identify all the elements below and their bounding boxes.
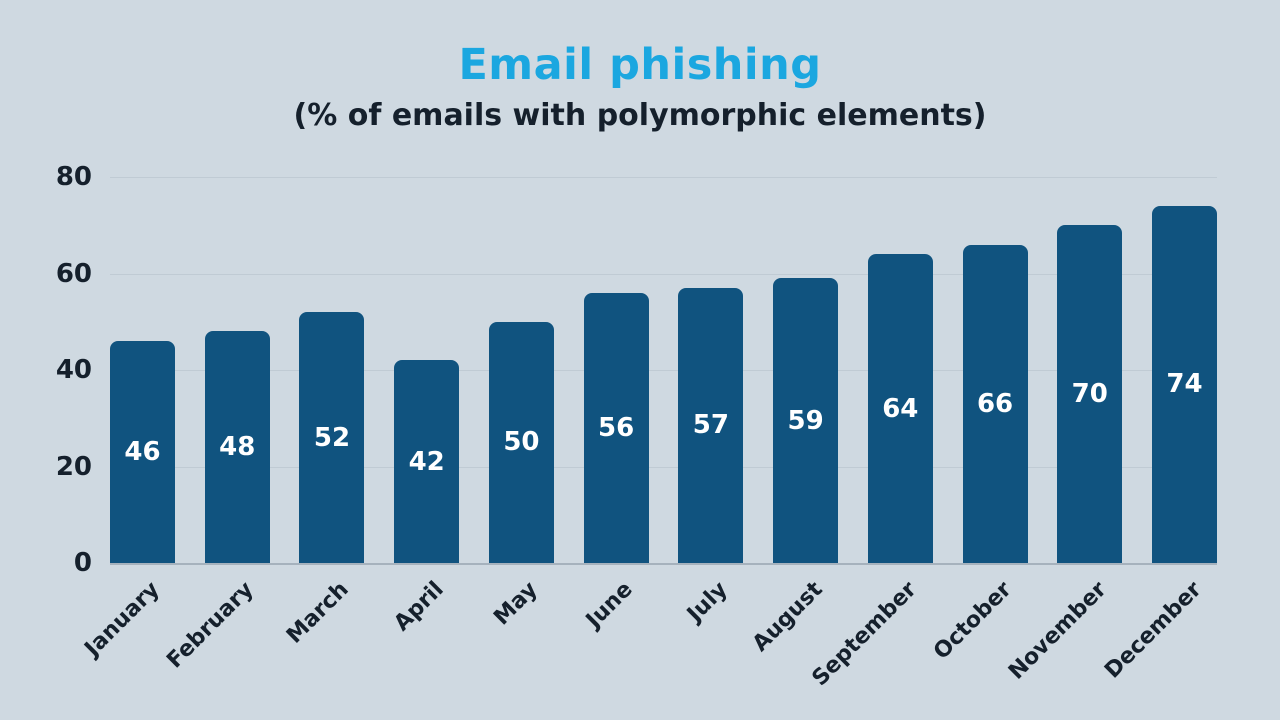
bar-august: 59 — [773, 278, 839, 563]
gridline — [110, 370, 1217, 371]
bar-april: 42 — [394, 360, 460, 563]
bar-value-label: 46 — [124, 437, 161, 468]
bar-september: 64 — [867, 254, 933, 563]
y-tick-label: 0 — [73, 548, 92, 578]
y-tick-label: 80 — [55, 162, 92, 192]
bar-december: 74 — [1152, 205, 1217, 563]
chart-title: Email phishing — [458, 40, 822, 90]
bar-november: 70 — [1057, 225, 1123, 563]
bar-value-label: 64 — [882, 393, 919, 424]
bar-value-label: 70 — [1071, 379, 1108, 410]
y-tick-label: 60 — [55, 258, 92, 289]
bar-value-label: 74 — [1166, 369, 1203, 400]
bar-february: 48 — [204, 331, 270, 563]
bar-value-label: 66 — [976, 388, 1014, 419]
y-tick-label: 20 — [55, 451, 92, 482]
bar-june: 56 — [583, 292, 649, 563]
plot-area: 46 48 52 42 50 56 57 59 64 66 70 74 — [110, 177, 1217, 565]
bar-value-label: 48 — [219, 432, 256, 463]
bar-value-label: 52 — [313, 422, 351, 453]
gridline — [110, 177, 1217, 178]
bar-march: 52 — [299, 312, 365, 563]
bar-value-label: 56 — [598, 412, 635, 443]
gridline — [110, 466, 1217, 468]
bar-january: 46 — [110, 341, 175, 563]
bar-value-label: 42 — [408, 446, 445, 477]
gridline — [110, 273, 1217, 275]
bar-october: 66 — [962, 244, 1028, 563]
bar-july: 57 — [678, 287, 744, 563]
chart-subtitle: (% of emails with polymorphic elements) — [293, 98, 987, 133]
bar-value-label: 59 — [787, 405, 824, 436]
bar-may: 50 — [488, 321, 554, 563]
y-tick-label: 40 — [55, 355, 92, 385]
bar-value-label: 57 — [692, 410, 729, 441]
bar-value-label: 50 — [503, 427, 540, 458]
